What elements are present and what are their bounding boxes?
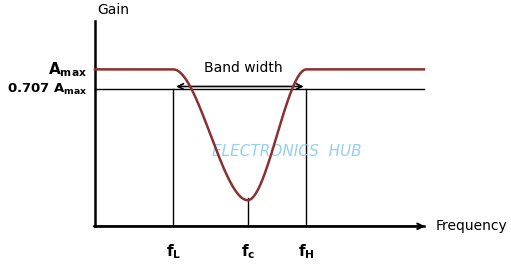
- Text: Band width: Band width: [204, 61, 283, 76]
- Text: $\mathbf{f_H}$: $\mathbf{f_H}$: [298, 242, 315, 261]
- Text: $\mathbf{f_c}$: $\mathbf{f_c}$: [241, 242, 255, 261]
- Text: $\mathbf{0.707\ A_{max}}$: $\mathbf{0.707\ A_{max}}$: [7, 82, 87, 97]
- Text: Gain: Gain: [97, 3, 129, 17]
- Text: Frequency: Frequency: [436, 219, 507, 233]
- Text: $\mathbf{f_L}$: $\mathbf{f_L}$: [166, 242, 181, 261]
- Text: ELECTRONICS  HUB: ELECTRONICS HUB: [212, 144, 362, 159]
- Text: $\mathbf{A_{max}}$: $\mathbf{A_{max}}$: [48, 60, 87, 79]
